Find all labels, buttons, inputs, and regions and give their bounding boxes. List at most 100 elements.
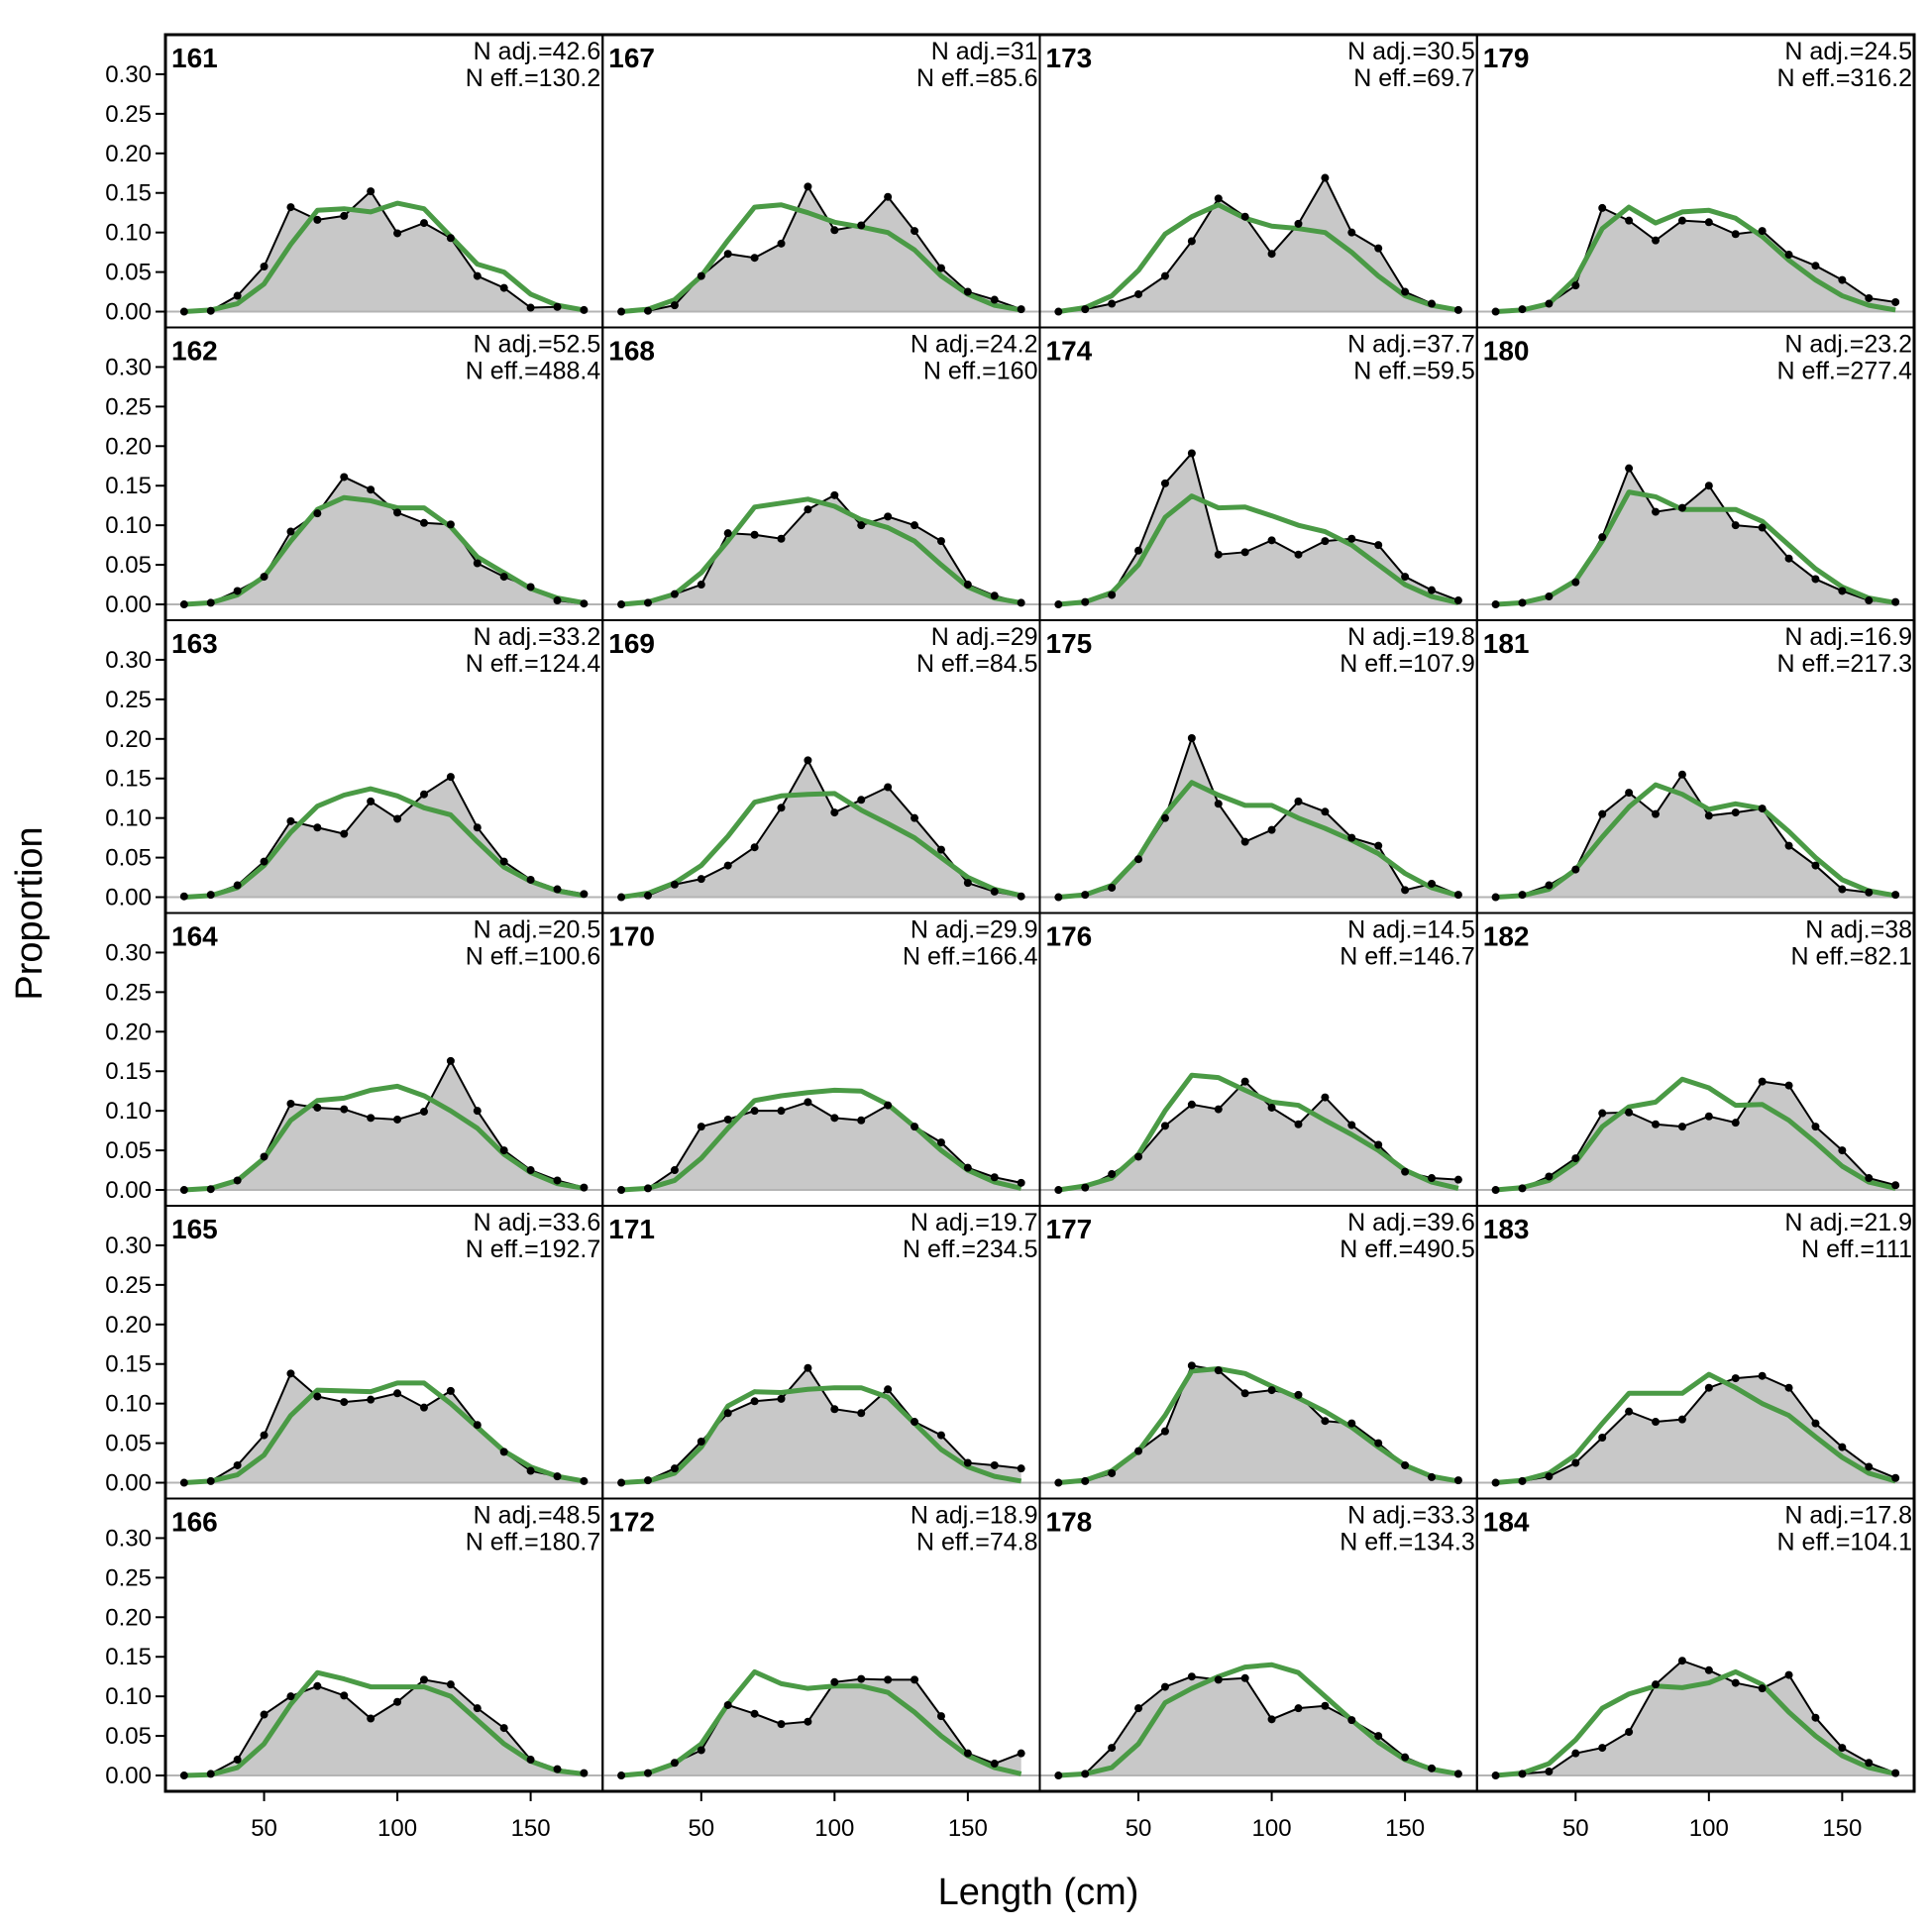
y-tick-label: 0.15 bbox=[105, 473, 152, 499]
panel-182-n-eff: N eff.=82.1 bbox=[1790, 943, 1912, 971]
panel-181-observed-point bbox=[1865, 888, 1874, 897]
panel-164-observed-point bbox=[419, 1107, 428, 1116]
panel-183-observed-point bbox=[1598, 1434, 1607, 1443]
panel-183-observed-point bbox=[1758, 1371, 1767, 1380]
panel-167-observed-point bbox=[750, 254, 759, 263]
panel-177-observed-point bbox=[1294, 1390, 1303, 1399]
panel-180-observed-point bbox=[1731, 521, 1740, 530]
panel-178-observed-point bbox=[1240, 1673, 1249, 1682]
panel-174-observed-point bbox=[1240, 548, 1249, 557]
y-tick-label: 0.10 bbox=[105, 512, 152, 539]
panel-163-observed-area bbox=[183, 777, 585, 898]
panel-163: 163 N adj.=33.2N eff.=124.4 0.00 0.05 0.10 0.… bbox=[105, 619, 604, 914]
panel-179-observed-point bbox=[1811, 262, 1820, 270]
panel-168-observed-point bbox=[990, 591, 999, 600]
panel-180-observed-point bbox=[1518, 598, 1527, 607]
panel-165-observed-point bbox=[499, 1448, 508, 1456]
panel-166-observed-point bbox=[340, 1691, 349, 1700]
panel-166-observed-point bbox=[580, 1769, 589, 1777]
panel-179-observed-area bbox=[1495, 207, 1896, 312]
panel-169-n-eff: N eff.=84.5 bbox=[916, 650, 1038, 678]
panel-174-observed-point bbox=[1187, 449, 1196, 458]
panel-162-n-eff: N eff.=488.4 bbox=[466, 358, 601, 385]
panel-168-observed-point bbox=[857, 521, 866, 530]
panel-170-observed-point bbox=[723, 1115, 732, 1124]
panel-170-observed-point bbox=[804, 1098, 812, 1107]
panel-173-observed-area bbox=[1058, 177, 1458, 312]
panel-172-observed-point bbox=[697, 1746, 705, 1755]
y-tick-label: 0.30 bbox=[105, 1525, 152, 1552]
panel-177-observed-point bbox=[1347, 1419, 1356, 1428]
panel-171-observed-point bbox=[1017, 1464, 1025, 1473]
panel-173-observed-point bbox=[1134, 289, 1143, 298]
panel-184-observed-point bbox=[1838, 1744, 1847, 1753]
panel-184: 184 N adj.=17.8N eff.=104.1 bbox=[1475, 1497, 1915, 1792]
panel-179-n-adj: N adj.=24.5 bbox=[1784, 38, 1912, 65]
panel-170-observed-point bbox=[857, 1116, 866, 1125]
panel-178-observed-point bbox=[1081, 1770, 1090, 1778]
panel-173-n-adj: N adj.=30.5 bbox=[1347, 38, 1475, 65]
panel-180-n-adj: N adj.=23.2 bbox=[1784, 331, 1912, 359]
panel-167-observed-point bbox=[884, 192, 893, 201]
panel-177-observed-point bbox=[1187, 1361, 1196, 1370]
panel-182-observed-point bbox=[1811, 1123, 1820, 1131]
panel-184-observed-point bbox=[1784, 1670, 1793, 1679]
panel-165-observed-point bbox=[179, 1478, 188, 1487]
panel-174-observed-point bbox=[1321, 537, 1330, 546]
panel-173-observed-point bbox=[1187, 237, 1196, 246]
panel-164-observed-point bbox=[526, 1166, 535, 1175]
panel-184-observed-point bbox=[1677, 1657, 1686, 1665]
panel-181-observed-point bbox=[1491, 893, 1500, 902]
panel-184-observed-point bbox=[1811, 1713, 1820, 1722]
panel-179-observed-line bbox=[1495, 206, 1896, 313]
panel-171-observed-point bbox=[643, 1476, 652, 1485]
panel-182-observed-line bbox=[1495, 1080, 1896, 1192]
panel-176-n-eff: N eff.=146.7 bbox=[1340, 943, 1474, 971]
panel-180-n-eff: N eff.=277.4 bbox=[1777, 358, 1913, 385]
panel-181-observed-point bbox=[1652, 809, 1661, 818]
panel-162-expected-line bbox=[183, 494, 585, 607]
panel-179: 179 N adj.=24.5N eff.=316.2 bbox=[1475, 34, 1915, 329]
panel-182-observed-point bbox=[1731, 1119, 1740, 1127]
panel-184-observed-point bbox=[1891, 1769, 1900, 1777]
y-tick-label: 0.20 bbox=[105, 1019, 152, 1045]
panel-168-observed-point bbox=[723, 529, 732, 538]
panel-164-observed-point bbox=[206, 1185, 215, 1194]
panel-176-observed-point bbox=[1160, 1122, 1169, 1130]
panel-168-expected-line bbox=[620, 496, 1022, 607]
panel-176-observed-point bbox=[1187, 1100, 1196, 1109]
panel-182-observed-point bbox=[1491, 1186, 1500, 1195]
y-axis-title: Proportion bbox=[9, 826, 51, 1000]
panel-167-expected-line bbox=[620, 202, 1022, 315]
panel-161-observed-point bbox=[233, 291, 242, 300]
panel-170: 170 N adj.=29.9N eff.=166.4 bbox=[601, 912, 1041, 1207]
y-tick-label: 0.25 bbox=[105, 101, 152, 128]
panel-181-expected-line bbox=[1495, 782, 1896, 901]
panel-183-observed-point bbox=[1784, 1383, 1793, 1392]
panel-165-n-eff: N eff.=192.7 bbox=[466, 1235, 600, 1263]
panel-167-observed-point bbox=[617, 307, 626, 316]
panel-161-observed-point bbox=[286, 203, 295, 212]
panel-169: 169 N adj.=29N eff.=84.5 bbox=[601, 619, 1041, 914]
panel-167-observed-point bbox=[643, 306, 652, 315]
panel-178-observed-point bbox=[1347, 1716, 1356, 1725]
panel-166-observed-area bbox=[183, 1679, 585, 1776]
panel-168-observed-area bbox=[621, 494, 1021, 605]
panel-171-n-eff: N eff.=234.5 bbox=[903, 1235, 1037, 1263]
panel-170-observed-point bbox=[670, 1166, 679, 1175]
panel-161-observed-point bbox=[499, 283, 508, 292]
panel-172-observed-point bbox=[936, 1712, 945, 1721]
panel-163-observed-point bbox=[233, 881, 242, 890]
panel-181-observed-point bbox=[1545, 881, 1554, 890]
panel-174-observed-point bbox=[1134, 546, 1143, 555]
panel-183-observed-point bbox=[1704, 1383, 1713, 1392]
panel-164-label: 164 bbox=[171, 921, 218, 952]
panel-177-label: 177 bbox=[1046, 1214, 1093, 1244]
panel-175-observed-point bbox=[1267, 825, 1276, 834]
panel-174-observed-point bbox=[1401, 573, 1410, 582]
panel-175-observed-point bbox=[1428, 879, 1437, 888]
panel-183-observed-area bbox=[1495, 1375, 1896, 1483]
y-tick-label: 0.00 bbox=[105, 1177, 152, 1204]
panel-176-observed-point bbox=[1267, 1103, 1276, 1112]
panel-184-observed-point bbox=[1758, 1684, 1767, 1693]
